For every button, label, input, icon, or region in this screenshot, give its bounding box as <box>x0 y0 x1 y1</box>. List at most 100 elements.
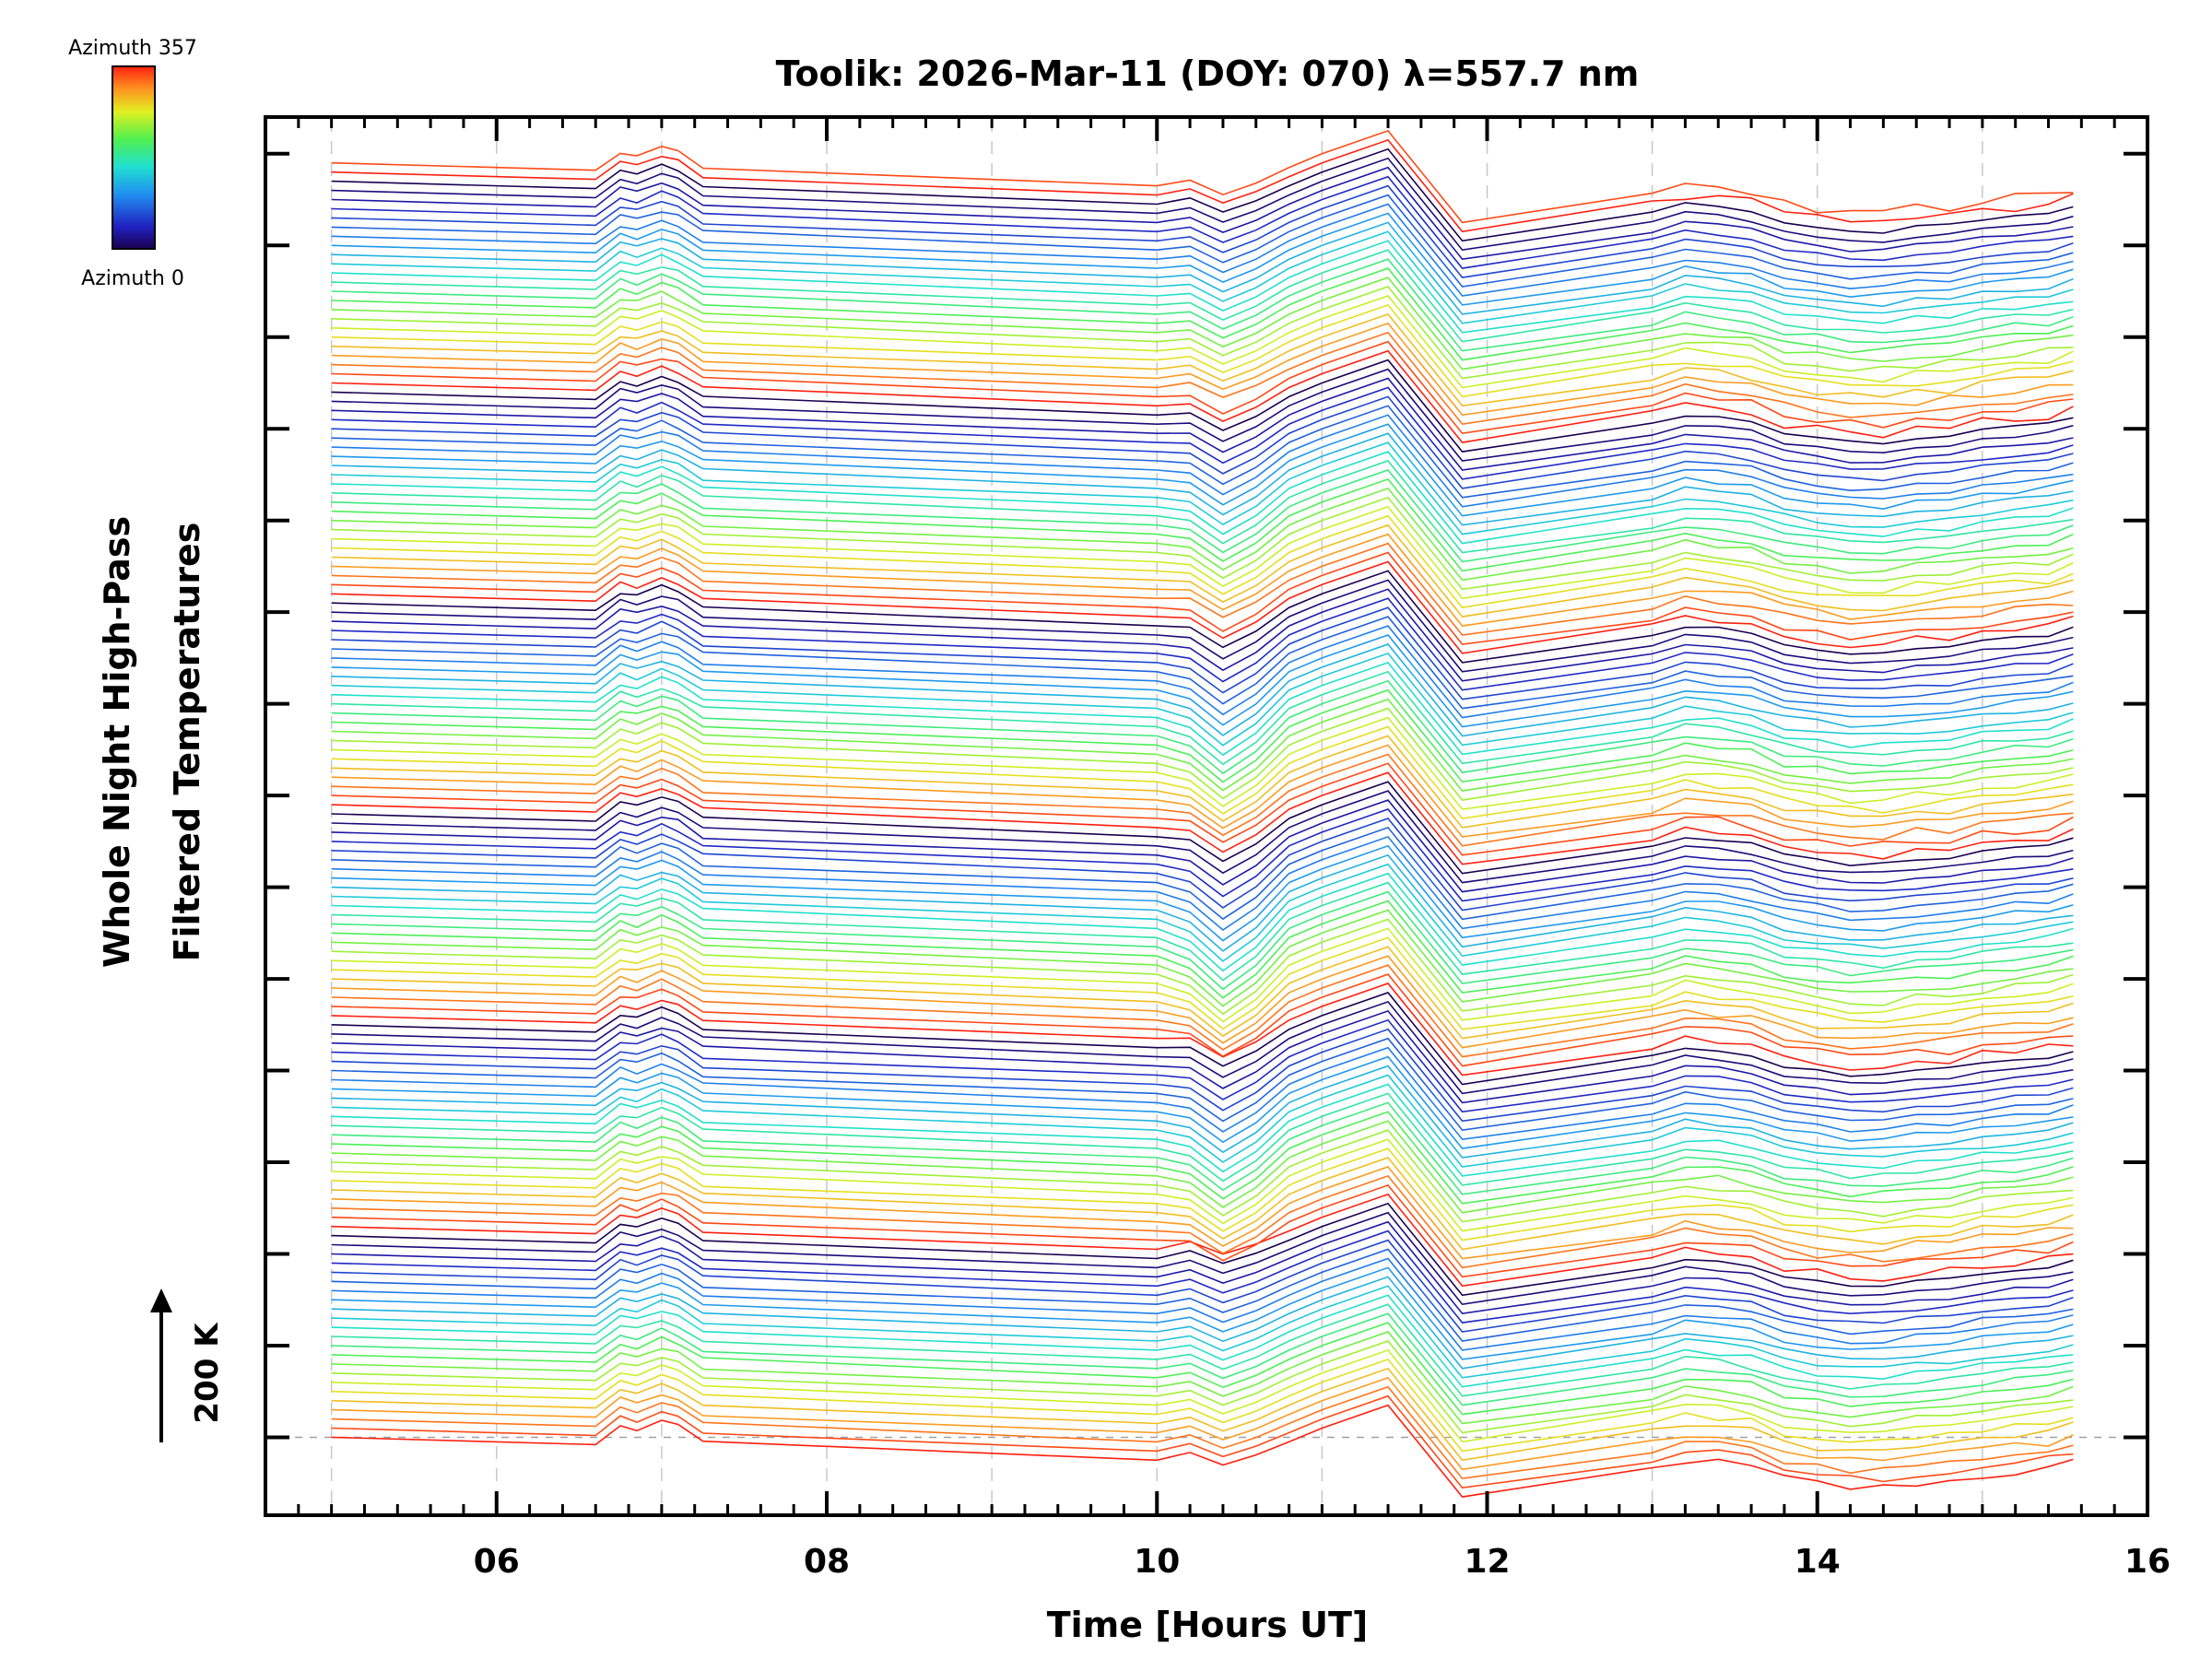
trace-line <box>331 451 2074 545</box>
colorbar-label-bottom: Azimuth 0 <box>81 267 184 290</box>
trace-line <box>331 1166 2074 1260</box>
trace-line <box>331 221 2074 315</box>
trace-line <box>331 340 2074 435</box>
trace-line <box>331 184 2074 278</box>
trace-line <box>331 157 2074 252</box>
trace-line <box>331 881 2074 982</box>
trace-line <box>331 679 2074 775</box>
trace-line <box>331 1009 2074 1104</box>
trace-line <box>331 652 2074 747</box>
x-tick-label: 08 <box>804 1543 850 1581</box>
trace-line <box>331 735 2074 829</box>
trace-line <box>331 377 2074 471</box>
trace-line <box>331 441 2074 535</box>
trace-line <box>331 1101 2074 1195</box>
trace-line <box>331 359 2074 453</box>
trace-line <box>331 1018 2074 1113</box>
x-axis-label: Time [Hours UT] <box>1047 1605 1369 1645</box>
trace-line <box>331 863 2074 962</box>
trace-line <box>331 505 2074 600</box>
colorbar <box>112 65 156 250</box>
trace-line <box>331 331 2074 426</box>
trace-line <box>331 1037 2074 1132</box>
trace-line <box>331 1074 2074 1168</box>
chart-title: Toolik: 2026-Mar-11 (DOY: 070) λ=557.7 n… <box>776 53 1640 94</box>
trace-line <box>331 762 2074 856</box>
trace-line <box>331 1340 2074 1434</box>
trace-line <box>331 1183 2074 1278</box>
trace-line <box>331 1211 2074 1306</box>
trace-line <box>331 579 2074 673</box>
trace-line <box>331 616 2074 710</box>
trace-line <box>331 1055 2074 1149</box>
trace-line <box>331 1092 2074 1186</box>
trace-line <box>331 1276 2074 1370</box>
trace-line <box>331 1331 2074 1425</box>
trace-line <box>331 964 2074 1058</box>
trace-line <box>331 634 2074 728</box>
trace-line <box>331 1065 2074 1159</box>
trace-line <box>331 469 2074 563</box>
trace-line <box>331 799 2074 893</box>
trace-line <box>331 1312 2074 1406</box>
trace-line <box>331 716 2074 810</box>
trace-line <box>331 1147 2074 1241</box>
trace-line <box>331 138 2074 233</box>
trace-line <box>331 753 2074 847</box>
trace-line <box>331 853 2074 952</box>
x-tick-label: 12 <box>1464 1543 1510 1581</box>
trace-line <box>331 1174 2074 1269</box>
trace-line <box>331 203 2074 297</box>
trace-line <box>331 909 2074 1007</box>
traces <box>331 129 2074 1498</box>
trace-line <box>331 395 2074 489</box>
trace-line <box>331 487 2074 582</box>
trace-line <box>331 588 2074 682</box>
trace-line <box>331 688 2074 783</box>
trace-line <box>331 432 2074 526</box>
trace-line <box>331 890 2074 991</box>
trace-line <box>331 542 2074 636</box>
trace-line <box>331 643 2074 737</box>
trace-line <box>331 460 2074 554</box>
scale-bar-label: 200 K <box>189 1322 226 1424</box>
trace-line <box>331 597 2074 691</box>
trace-line <box>331 1239 2074 1333</box>
trace-line <box>331 386 2074 480</box>
axis-ticks <box>264 117 2149 1515</box>
trace-line <box>331 212 2074 306</box>
trace-line <box>331 1202 2074 1297</box>
trace-line <box>331 423 2074 517</box>
trace-line <box>331 670 2074 766</box>
trace-line <box>331 249 2074 343</box>
trace-line <box>331 1193 2074 1288</box>
trace-line <box>331 147 2074 242</box>
trace-line <box>331 286 2074 380</box>
trace-line <box>331 1385 2074 1480</box>
trace-line <box>331 1257 2074 1351</box>
trace-line <box>331 303 2074 398</box>
trace-line <box>331 1046 2074 1141</box>
trace-line <box>331 936 2074 1030</box>
trace-line <box>331 973 2074 1067</box>
trace-line <box>331 1028 2074 1123</box>
plot-frame <box>264 115 2149 1517</box>
trace-line <box>331 1285 2074 1379</box>
trace-line <box>331 844 2074 942</box>
trace-line <box>331 175 2074 269</box>
trace-line <box>331 349 2074 443</box>
trace-line <box>331 992 2074 1086</box>
trace-line <box>331 744 2074 838</box>
trace-line <box>331 606 2074 700</box>
trace-line <box>331 1294 2074 1388</box>
trace-line <box>331 1157 2074 1251</box>
trace-line <box>331 1376 2074 1471</box>
colorbar-legend: Azimuth 357 Azimuth 0 <box>68 37 197 290</box>
trace-line <box>331 982 2074 1077</box>
trace-line <box>331 1083 2074 1177</box>
trace-line <box>331 781 2074 875</box>
trace-line <box>331 725 2074 819</box>
trace-line <box>331 1120 2074 1214</box>
trace-line <box>331 477 2074 572</box>
